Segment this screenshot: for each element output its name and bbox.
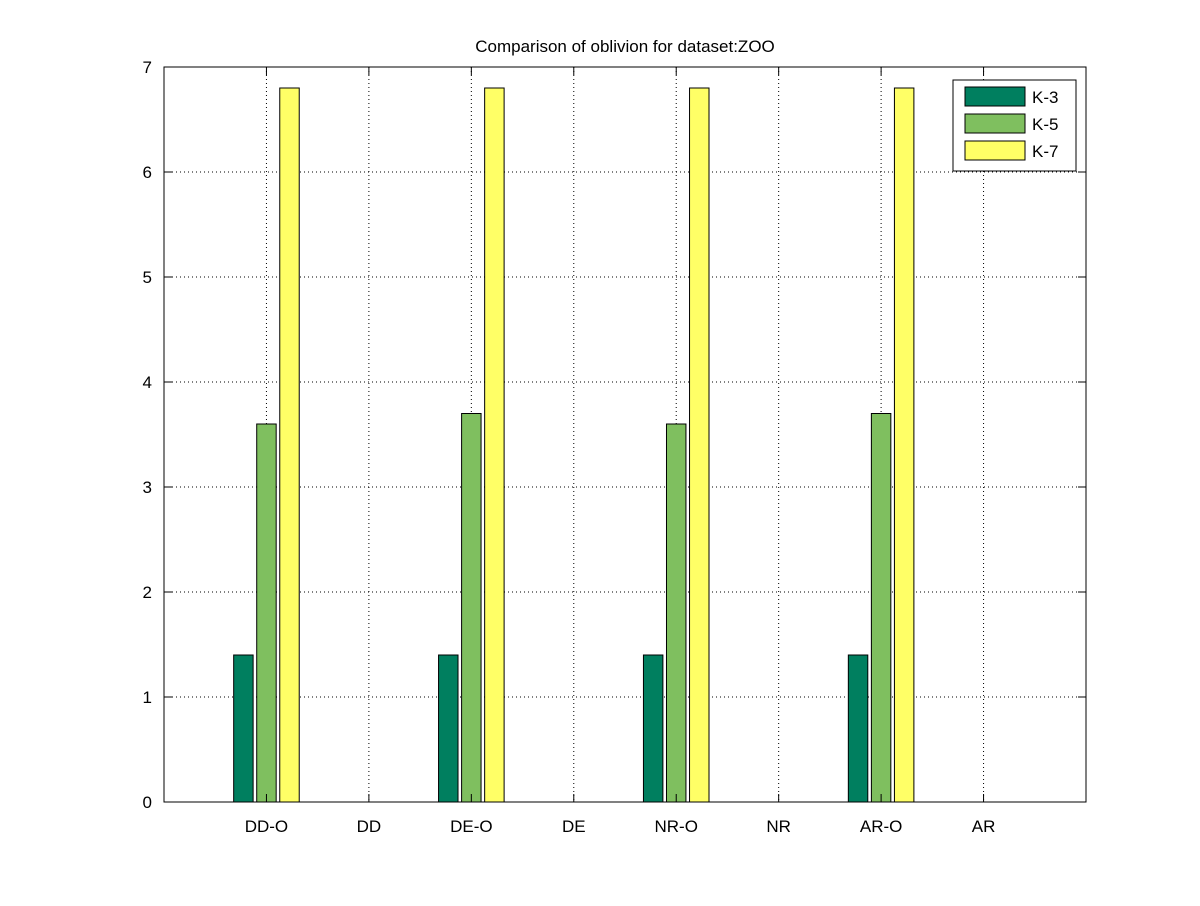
x-tick-label: DD-O (245, 817, 288, 836)
x-tick-label: AR (972, 817, 996, 836)
x-tick-label: NR (766, 817, 791, 836)
plot-area (164, 67, 1086, 802)
y-tick-label: 0 (143, 793, 152, 812)
bars (233, 87, 915, 803)
x-tick-label: AR-O (860, 817, 903, 836)
bar-k-7 (279, 87, 300, 803)
legend-label-k-5: K-5 (1032, 115, 1058, 134)
y-tick-label: 6 (143, 163, 152, 182)
y-tick-label: 3 (143, 478, 152, 497)
bar-k-3 (233, 654, 254, 803)
x-tick-label: DD (357, 817, 382, 836)
bar-k-3 (438, 654, 459, 803)
bar-k-5 (256, 423, 277, 803)
legend-swatch-k-5 (964, 113, 1026, 134)
x-tick-label: DE (562, 817, 586, 836)
bar-k-3 (642, 654, 664, 803)
y-tick-label: 7 (143, 58, 152, 77)
bar-k-7 (484, 87, 505, 803)
x-tick-label: DE-O (450, 817, 493, 836)
legend-label-k-7: K-7 (1032, 142, 1058, 161)
bar-k-7 (893, 87, 915, 803)
y-tick-label: 2 (143, 583, 152, 602)
bar-k-5 (461, 413, 482, 803)
legend-label-k-3: K-3 (1032, 88, 1058, 107)
x-tick-label: NR-O (654, 817, 697, 836)
plot-frame (163, 66, 1087, 803)
chart-title: Comparison of oblivion for dataset:ZOO (475, 37, 775, 56)
legend: K-3 K-5 K-7 (952, 79, 1077, 172)
bar-k-3 (847, 654, 869, 803)
y-tick-label: 1 (143, 688, 152, 707)
legend-swatch-k-3 (964, 86, 1026, 107)
bar-k-5 (870, 413, 892, 803)
y-tick-label: 5 (143, 268, 152, 287)
axis-ticks: 0 1 2 3 4 5 6 7 DD-O DD DE-O DE NR-O NR AR-O AR (143, 58, 1086, 836)
y-tick-label: 4 (143, 373, 152, 392)
legend-swatch-k-7 (964, 140, 1026, 161)
bar-k-7 (689, 87, 710, 803)
bar-k-5 (665, 423, 687, 803)
